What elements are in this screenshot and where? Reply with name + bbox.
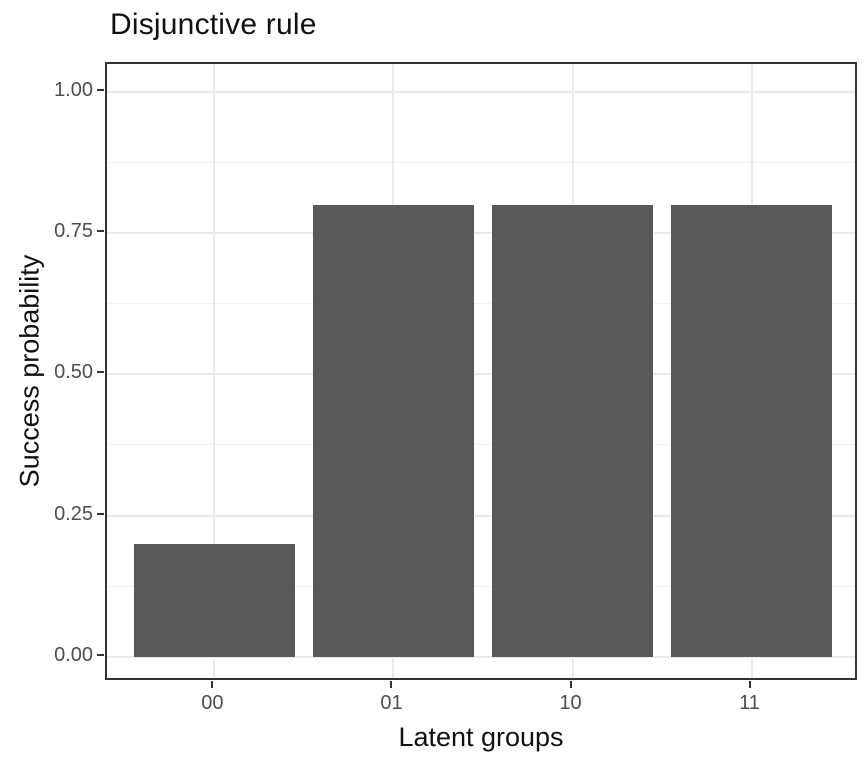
y-axis-tick [97, 512, 104, 515]
gridline-minor-h [107, 162, 855, 164]
y-axis-tick [97, 89, 104, 92]
gridline-minor-h [107, 585, 855, 587]
x-axis-title: Latent groups [398, 722, 564, 752]
gridline-major-h [107, 232, 855, 235]
x-tick-label-10: 10 [559, 692, 582, 714]
gridline-major-h [107, 655, 855, 658]
y-axis-tick [97, 653, 104, 656]
y-axis-tick [97, 230, 104, 233]
y-axis-title: Success probability [14, 254, 45, 488]
y-tick-label-0.25: 0.25 [54, 502, 93, 525]
y-tick-label-0.00: 0.00 [54, 643, 93, 666]
x-axis-tick [390, 681, 393, 688]
chart-panel [105, 62, 857, 680]
gridline-major-h [107, 373, 855, 376]
x-tick-label-01: 01 [380, 692, 403, 714]
x-axis-tick [748, 681, 751, 688]
gridline-major-h [107, 91, 855, 94]
bar-11 [671, 205, 833, 657]
gridline-minor-h [107, 303, 855, 305]
y-tick-label-1.00: 1.00 [54, 79, 93, 102]
y-tick-label-0.50: 0.50 [54, 361, 93, 384]
x-tick-label-00: 00 [201, 692, 224, 714]
x-axis-tick [211, 681, 214, 688]
gridline-major-h [107, 514, 855, 517]
bar-01 [312, 205, 475, 657]
gridline-major-v [213, 64, 216, 678]
plot-title: Disjunctive rule [110, 8, 317, 41]
bar-10 [491, 205, 654, 657]
bar-00 [133, 543, 295, 657]
y-tick-label-0.75: 0.75 [54, 220, 93, 243]
gridline-minor-h [107, 444, 855, 446]
x-tick-label-11: 11 [739, 692, 760, 714]
x-axis-tick [569, 681, 572, 688]
y-axis-tick [97, 371, 104, 374]
